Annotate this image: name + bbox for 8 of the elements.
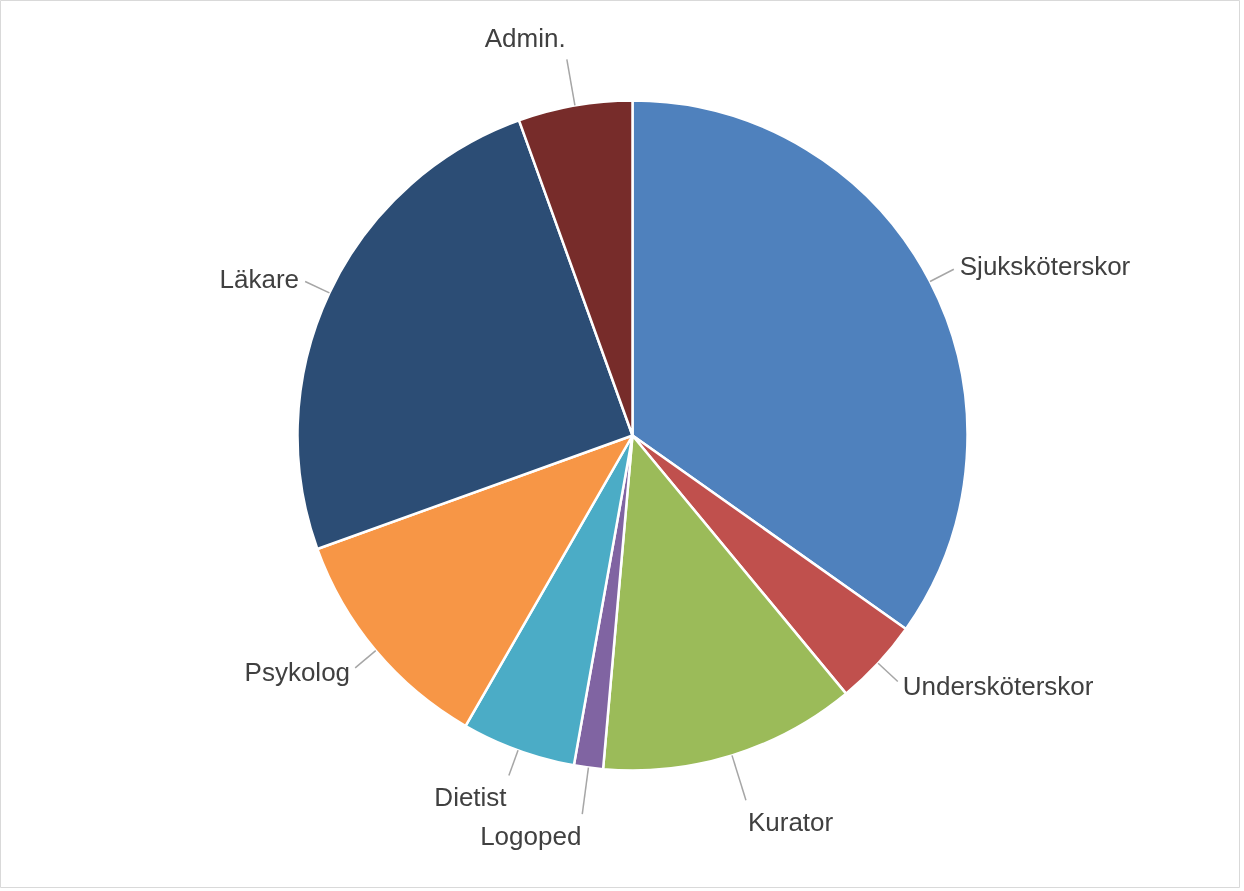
slice-label: Läkare [219, 263, 300, 294]
slice-label: Sjuksköterskor [959, 251, 1131, 282]
slice-label: Undersköterskor [902, 671, 1094, 702]
slice-label: Kurator [747, 806, 834, 837]
slice-label: Dietist [434, 781, 508, 812]
slice-label: Psykolog [244, 657, 351, 688]
slice-label: Logoped [480, 820, 582, 851]
slice-label: Admin. [484, 22, 566, 53]
